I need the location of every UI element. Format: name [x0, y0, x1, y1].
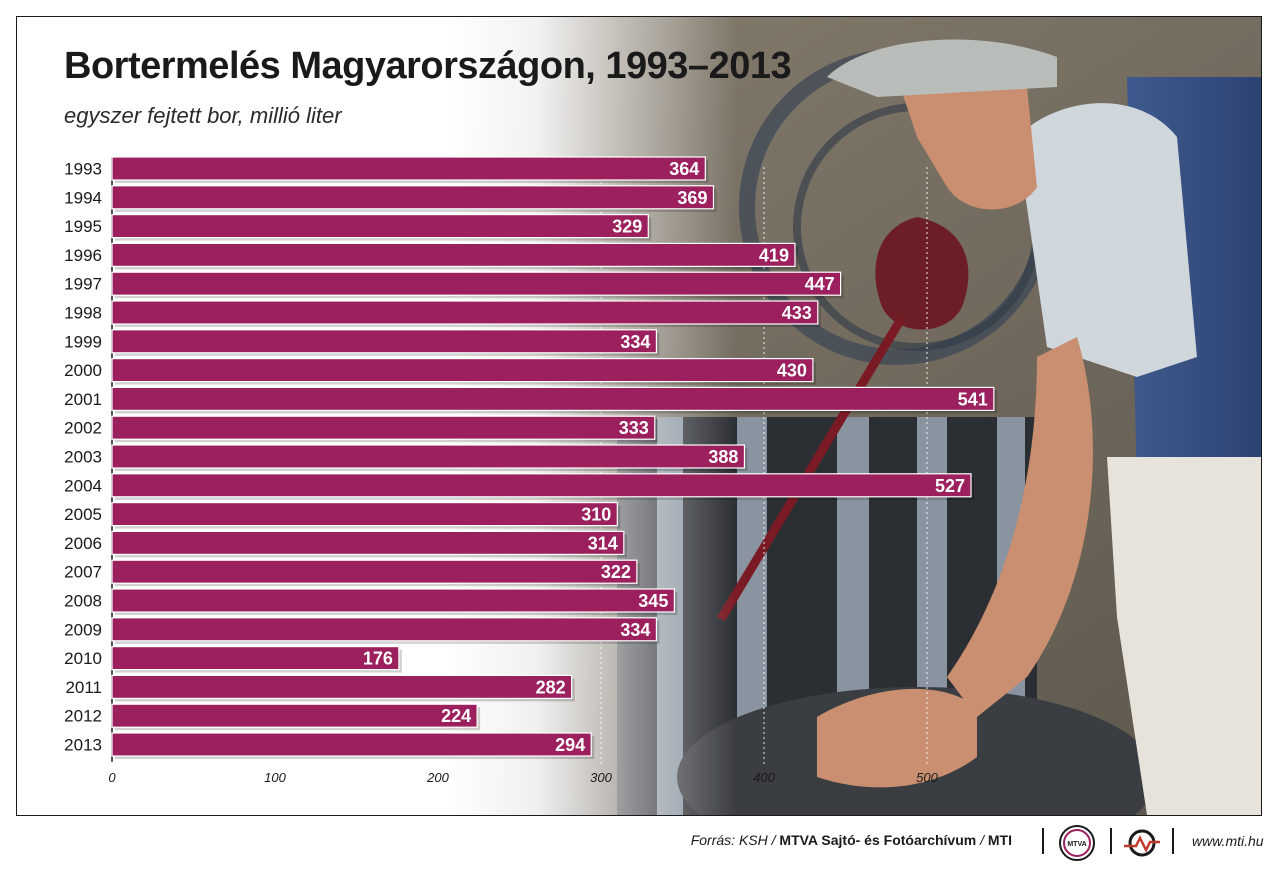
y-tick-label: 1994 [64, 188, 102, 207]
y-tick-label: 2006 [64, 534, 102, 553]
mti-logo-icon [1124, 829, 1160, 857]
data-label: 527 [935, 476, 965, 496]
bar [111, 674, 573, 700]
data-label: 433 [782, 303, 812, 323]
data-label: 430 [777, 361, 807, 381]
bar-chart: 1993 364 1994 369 1995 329 1996 419 1997 447 1998 4… [64, 156, 997, 785]
bar [111, 444, 746, 469]
y-tick-label: 2008 [64, 592, 102, 611]
bar [111, 300, 819, 325]
data-label: 333 [619, 418, 649, 438]
y-tick-label: 1993 [64, 160, 102, 179]
bar [111, 329, 658, 354]
website-link[interactable]: www.mti.hu [1192, 833, 1264, 849]
x-tick-label: 400 [753, 770, 775, 785]
data-label: 310 [581, 505, 611, 525]
y-tick-label: 2001 [64, 390, 102, 409]
data-label: 345 [638, 591, 668, 611]
bar [111, 645, 400, 671]
y-tick-label: 2000 [64, 361, 102, 380]
y-tick-label: 2004 [64, 476, 102, 495]
source-sep: / [976, 832, 988, 848]
data-label: 334 [620, 620, 650, 640]
y-tick-label: 1996 [64, 246, 102, 265]
x-tick-label: 100 [264, 770, 286, 785]
y-tick-label: 2009 [64, 620, 102, 639]
source-agency: MTI [987, 832, 1012, 848]
x-tick-label: 500 [916, 770, 938, 785]
y-tick-label: 2011 [65, 678, 102, 697]
bar [111, 214, 649, 239]
bar [111, 559, 638, 584]
mtva-logo-text: MTVA [1067, 841, 1086, 848]
data-label: 176 [363, 649, 393, 669]
data-label: 369 [677, 188, 707, 208]
data-label: 364 [669, 159, 699, 179]
bar [111, 588, 675, 613]
data-label: 282 [536, 677, 566, 697]
y-tick-label: 1995 [64, 217, 102, 236]
x-tick-label: 200 [426, 770, 449, 785]
y-tick-label: 2003 [64, 448, 102, 467]
data-label: 419 [759, 245, 789, 265]
y-tick-label: 2012 [64, 707, 102, 726]
data-label: 294 [555, 735, 585, 755]
data-label: 541 [958, 389, 988, 409]
x-tick-label: 0 [108, 770, 116, 785]
bar [111, 358, 814, 383]
source-org: MTVA Sajtó- és Fotóarchívum [779, 832, 977, 848]
bar [111, 530, 625, 556]
footer-separator [1042, 828, 1044, 854]
bar [111, 185, 715, 210]
y-tick-label: 1998 [64, 304, 102, 323]
data-label: 447 [805, 274, 835, 294]
bar [111, 271, 842, 296]
y-tick-label: 2005 [64, 505, 102, 524]
y-tick-label: 1997 [64, 275, 102, 294]
bar [111, 617, 658, 642]
bar [111, 473, 972, 498]
infographic-frame: Bortermelés Magyarországon, 1993–2013 eg… [16, 16, 1262, 816]
y-tick-label: 1999 [64, 332, 102, 351]
x-tick-label: 300 [590, 770, 612, 785]
y-tick-label: 2013 [64, 736, 102, 755]
bar [111, 732, 592, 757]
data-label: 322 [601, 562, 631, 582]
footer: Forrás: KSH / MTVA Sajtó- és Fotóarchívu… [0, 820, 1264, 864]
data-label: 334 [620, 332, 650, 352]
bar [111, 502, 618, 527]
bar [111, 156, 706, 181]
bar [111, 242, 796, 267]
bar [111, 703, 478, 728]
data-label: 314 [588, 533, 618, 553]
source-credit: Forrás: KSH / MTVA Sajtó- és Fotóarchívu… [691, 832, 1012, 848]
data-label: 388 [708, 447, 738, 467]
footer-separator [1172, 828, 1174, 854]
bar [111, 386, 995, 411]
source-prefix: Forrás: KSH / [690, 832, 780, 848]
y-tick-label: 2007 [64, 563, 102, 582]
data-label: 224 [441, 706, 471, 726]
mtva-logo-icon: MTVA [1059, 825, 1095, 861]
footer-separator [1110, 828, 1112, 854]
chart-subtitle: egyszer fejtett bor, millió liter [64, 103, 342, 128]
y-tick-label: 2002 [64, 419, 102, 438]
data-label: 329 [612, 217, 642, 237]
chart-title: Bortermelés Magyarországon, 1993–2013 [64, 45, 792, 87]
y-tick-label: 2010 [64, 649, 102, 668]
bar [111, 415, 656, 440]
